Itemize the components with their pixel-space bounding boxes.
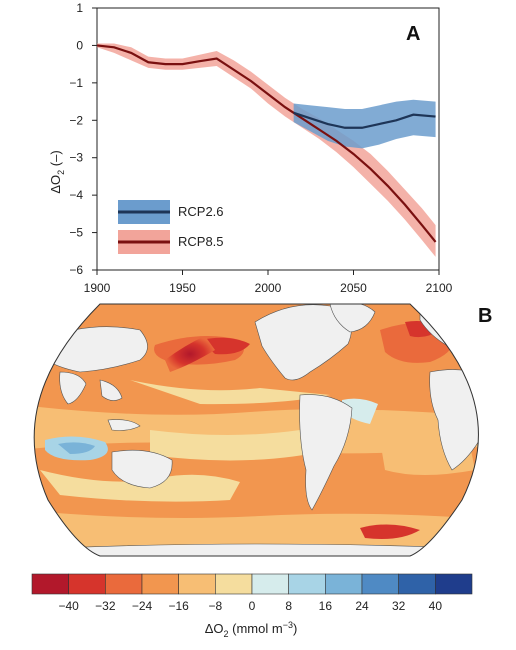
- y-tick-label: −3: [69, 151, 83, 165]
- colorbar-tick-label: 0: [249, 599, 256, 613]
- legend-label-rcp85: RCP8.5: [178, 234, 224, 249]
- colorbar-label: ΔO2 (mmol m−3): [205, 620, 298, 639]
- bering-sea-hotspot: [165, 336, 215, 372]
- colorbar-tick-label: −24: [132, 599, 153, 613]
- colorbar-swatch: [251, 573, 289, 595]
- colorbar-tick-label: 8: [285, 599, 292, 613]
- panel-a-y-axis-label: ΔO2 (–): [48, 150, 66, 193]
- southern-ocean-hotspot: [360, 524, 420, 539]
- greenland: [329, 304, 376, 333]
- colorbar-swatch: [325, 573, 363, 595]
- panel-a-y-axis: 1 0 −1 −2 −3 −4 −5 −6: [69, 1, 97, 277]
- y-tick-label: −2: [69, 113, 83, 127]
- legend-label-rcp26: RCP2.6: [178, 204, 224, 219]
- colorbar-swatch: [68, 573, 106, 595]
- colorbar-tick-label: 16: [319, 599, 333, 613]
- panel-b-colorbar: −40 −32 −24 −16 −8 0 8 16 24 32 40 ΔO2 (mmol m−3): [31, 573, 473, 639]
- atlantic-tropical-patch: [342, 398, 378, 424]
- colorbar-swatch: [178, 573, 216, 595]
- colorbar-tick-label: 32: [392, 599, 406, 613]
- antarctica: [59, 543, 471, 556]
- panel-a-chart: 1 0 −1 −2 −3 −4 −5 −6 1900 1950 2000 2050 2100 ΔO2 …: [48, 1, 453, 295]
- australia: [111, 449, 173, 489]
- colorbar-swatch: [435, 573, 473, 595]
- panel-a-series-lines: [96, 44, 437, 243]
- colorbar-ticks: −40 −32 −24 −16 −8 0 8 16 24 32 40: [58, 599, 442, 613]
- tropical-band-1: [34, 405, 479, 454]
- y-tick-label: −4: [69, 188, 83, 202]
- colorbar-swatch: [215, 573, 253, 595]
- panel-a-legend: RCP2.6 RCP8.5: [118, 200, 224, 254]
- x-tick-label: 1950: [169, 281, 196, 295]
- tropical-band-2: [130, 380, 330, 405]
- y-tick-label: 0: [76, 38, 83, 52]
- colorbar-tick-label: −32: [95, 599, 116, 613]
- indonesia: [107, 419, 141, 431]
- y-tick-label: 1: [76, 1, 83, 15]
- colorbar-tick-label: −8: [208, 599, 222, 613]
- panel-b-map: B: [33, 303, 492, 557]
- colorbar-tick-label: 24: [355, 599, 369, 613]
- north-america: [254, 304, 352, 381]
- map-outline: [33, 303, 479, 557]
- y-tick-label: −5: [69, 226, 83, 240]
- colorbar-swatch: [361, 573, 399, 595]
- x-tick-label: 2100: [426, 281, 453, 295]
- colorbar-tick-label: −40: [58, 599, 79, 613]
- panel-b-letter: B: [478, 305, 492, 327]
- colorbar-tick-label: 40: [429, 599, 443, 613]
- x-tick-label: 2000: [255, 281, 282, 295]
- indian-ocean-increase-core: [58, 442, 95, 454]
- colorbar-swatches: [31, 573, 473, 595]
- colorbar-swatch: [141, 573, 179, 595]
- colorbar-swatch: [31, 573, 69, 595]
- colorbar-swatch: [288, 573, 326, 595]
- colorbar-swatch: [398, 573, 436, 595]
- panel-a-letter: A: [406, 23, 420, 45]
- south-america: [299, 394, 353, 511]
- x-tick-label: 2050: [340, 281, 367, 295]
- southeast-asia: [99, 379, 123, 401]
- panel-a-x-axis: 1900 1950 2000 2050 2100: [84, 270, 453, 295]
- colorbar-swatch: [105, 573, 143, 595]
- india: [59, 371, 87, 405]
- ocean-deoxygenation-map: [34, 304, 479, 556]
- x-tick-label: 1900: [84, 281, 111, 295]
- y-tick-label: −1: [69, 76, 83, 90]
- y-tick-label: −6: [69, 263, 83, 277]
- line-rcp85: [96, 44, 437, 243]
- pacific-equatorial-band: [150, 430, 330, 461]
- colorbar-tick-label: −16: [168, 599, 189, 613]
- line-rcp26: [293, 111, 436, 129]
- band-rcp85: [97, 43, 436, 257]
